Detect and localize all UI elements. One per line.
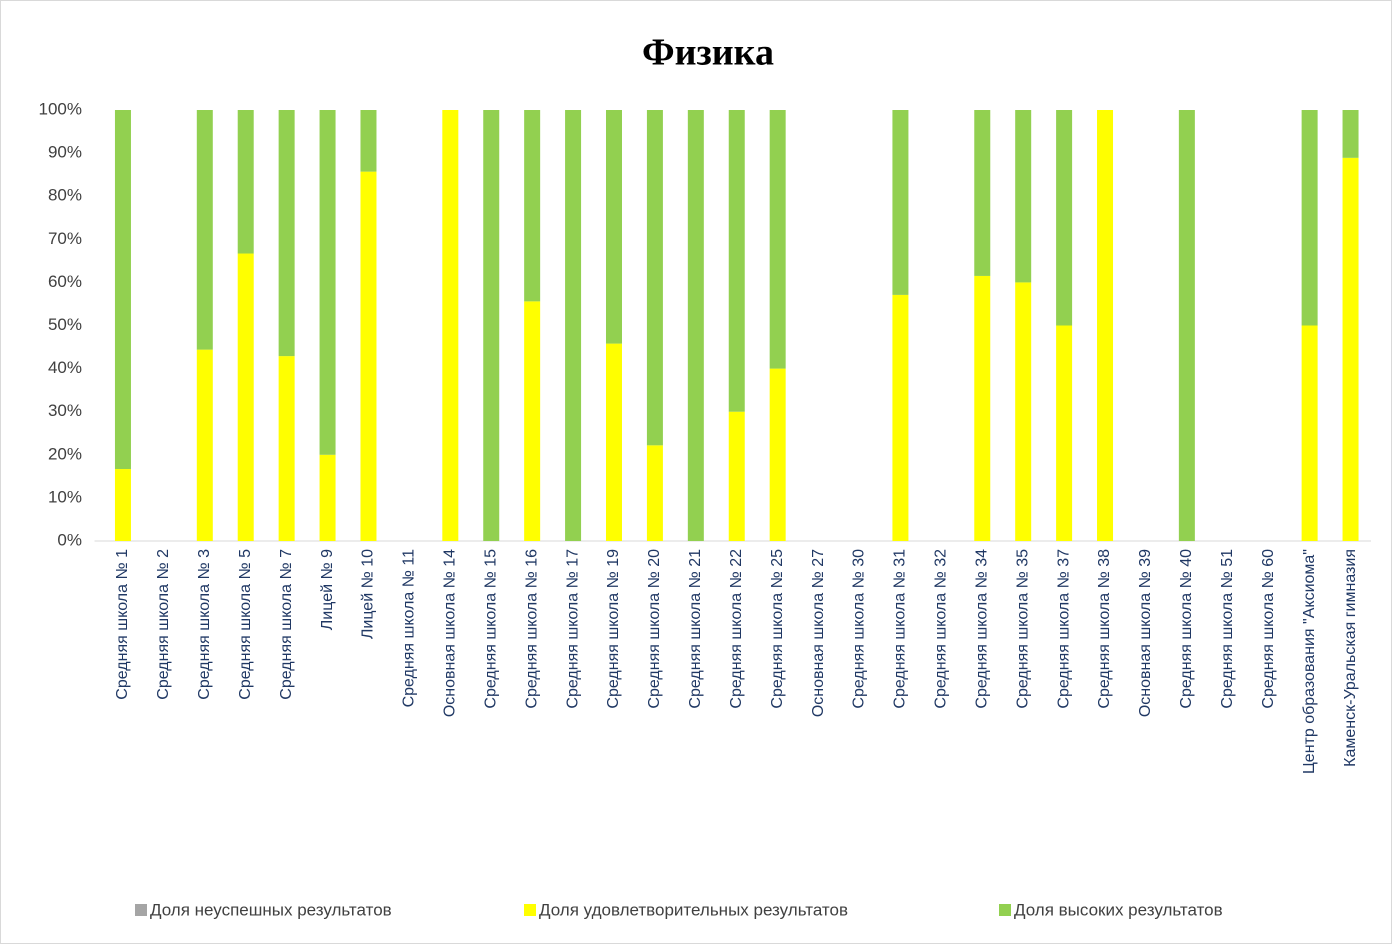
bar-segment	[646, 110, 663, 446]
x-tick-label: Средняя школа № 2	[155, 549, 172, 700]
bar-segment	[319, 454, 336, 541]
y-tick-label: 20%	[48, 444, 82, 463]
x-tick-label: Средняя школа № 60	[1260, 549, 1277, 709]
bar-segment	[483, 110, 500, 541]
bar-segment	[1015, 282, 1032, 541]
x-tick-label: Средняя школа № 5	[237, 549, 254, 700]
x-tick-label: Средняя школа № 3	[196, 549, 213, 700]
bar-segment	[1056, 325, 1073, 541]
y-tick-label: 60%	[48, 272, 82, 291]
bar-segment	[728, 110, 745, 412]
x-tick-label: Основная школа № 39	[1137, 549, 1154, 717]
legend-label: Доля удовлетворительных результатов	[539, 900, 848, 919]
x-tick-label: Основная школа № 14	[442, 549, 459, 717]
bar-segment	[524, 110, 541, 302]
y-tick-label: 0%	[57, 530, 82, 549]
bar-segment	[319, 110, 336, 455]
x-tick-label: Средняя школа № 15	[482, 549, 499, 709]
legend-label: Доля высоких результатов	[1014, 900, 1223, 919]
y-tick-label: 70%	[48, 229, 82, 248]
bar-segment	[196, 349, 213, 541]
bar-segment	[1342, 157, 1359, 541]
y-tick-label: 30%	[48, 401, 82, 420]
bar-segment	[278, 356, 295, 541]
bar-segment	[605, 343, 622, 541]
x-tick-label: Лицей № 10	[360, 549, 377, 639]
bar-segment	[1342, 110, 1359, 158]
bar-segment	[565, 110, 582, 541]
bar-segment	[974, 110, 991, 276]
x-tick-label: Средняя школа № 17	[564, 549, 581, 709]
x-tick-label: Средняя школа № 37	[1055, 549, 1072, 709]
bar-segment	[769, 110, 786, 369]
legend-swatch	[135, 904, 147, 916]
legend-swatch	[524, 904, 536, 916]
y-tick-label: 100%	[39, 99, 82, 118]
x-tick-label: Каменск-Уральская гимназия	[1342, 549, 1359, 767]
bar-segment	[237, 253, 254, 541]
x-tick-label: Средняя школа № 31	[892, 549, 909, 709]
y-tick-label: 90%	[48, 143, 82, 162]
bar-segment	[1178, 110, 1195, 541]
y-tick-label: 80%	[48, 186, 82, 205]
bar-segment	[360, 110, 377, 172]
y-tick-label: 50%	[48, 315, 82, 334]
chart-title: Физика	[642, 32, 774, 74]
bar-segment	[442, 110, 459, 541]
bar-segment	[237, 110, 254, 254]
x-tick-label: Средняя школа № 34	[973, 549, 990, 709]
bar-segment	[728, 411, 745, 541]
x-tick-label: Средняя школа № 30	[851, 549, 868, 709]
x-tick-label: Средняя школа № 32	[933, 549, 950, 709]
bar-segment	[892, 110, 909, 295]
bar-segment	[892, 294, 909, 541]
bar-segment	[114, 110, 131, 470]
x-tick-label: Средняя школа № 25	[769, 549, 786, 709]
bar-segment	[1015, 110, 1032, 283]
x-tick-label: Средняя школа № 35	[1014, 549, 1031, 709]
x-tick-label: Средняя школа № 21	[687, 549, 704, 709]
x-tick-label: Средняя школа № 38	[1096, 549, 1113, 709]
x-tick-label: Средняя школа № 22	[728, 549, 745, 709]
bar-segment	[114, 469, 131, 541]
bar-segment	[1097, 110, 1114, 541]
y-tick-label: 40%	[48, 358, 82, 377]
bar-segment	[278, 110, 295, 357]
x-tick-label: Средняя школа № 11	[401, 549, 418, 708]
bar-segment	[646, 445, 663, 541]
y-tick-label: 10%	[48, 487, 82, 506]
bar-segment	[524, 301, 541, 541]
x-tick-label: Средняя школа № 1	[114, 549, 131, 700]
x-tick-label: Средняя школа № 20	[646, 549, 663, 709]
x-tick-label: Центр образования "Аксиома"	[1301, 549, 1318, 774]
legend-label: Доля неуспешных результатов	[150, 900, 392, 919]
bar-segment	[605, 110, 622, 344]
bar-segment	[196, 110, 213, 350]
legend-swatch	[999, 904, 1011, 916]
x-tick-label: Средняя школа № 51	[1219, 549, 1236, 709]
bar-segment	[769, 368, 786, 541]
bar-segment	[1301, 325, 1318, 541]
x-tick-label: Основная школа № 27	[810, 549, 827, 717]
bar-segment	[1301, 110, 1318, 326]
x-tick-label: Лицей № 9	[319, 549, 336, 630]
bar-segment	[687, 110, 704, 541]
x-tick-label: Средняя школа № 19	[605, 549, 622, 709]
x-tick-label: Средняя школа № 16	[523, 549, 540, 709]
bar-segment	[974, 275, 991, 541]
x-tick-label: Средняя школа № 7	[278, 549, 295, 700]
bar-segment	[360, 171, 377, 541]
bar-segment	[1056, 110, 1073, 326]
x-tick-label: Средняя школа № 40	[1178, 549, 1195, 709]
